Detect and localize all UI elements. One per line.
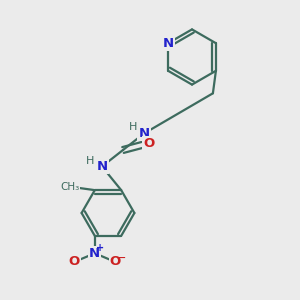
Text: H: H bbox=[129, 122, 138, 132]
Text: O: O bbox=[110, 255, 121, 268]
Text: −: − bbox=[116, 252, 126, 265]
Text: CH₃: CH₃ bbox=[60, 182, 80, 192]
Text: N: N bbox=[138, 127, 150, 140]
Text: +: + bbox=[96, 244, 104, 254]
Text: H: H bbox=[86, 156, 94, 166]
Text: O: O bbox=[143, 136, 154, 150]
Text: N: N bbox=[96, 160, 108, 173]
Text: O: O bbox=[69, 255, 80, 268]
Text: N: N bbox=[163, 37, 174, 50]
Text: N: N bbox=[89, 247, 100, 260]
